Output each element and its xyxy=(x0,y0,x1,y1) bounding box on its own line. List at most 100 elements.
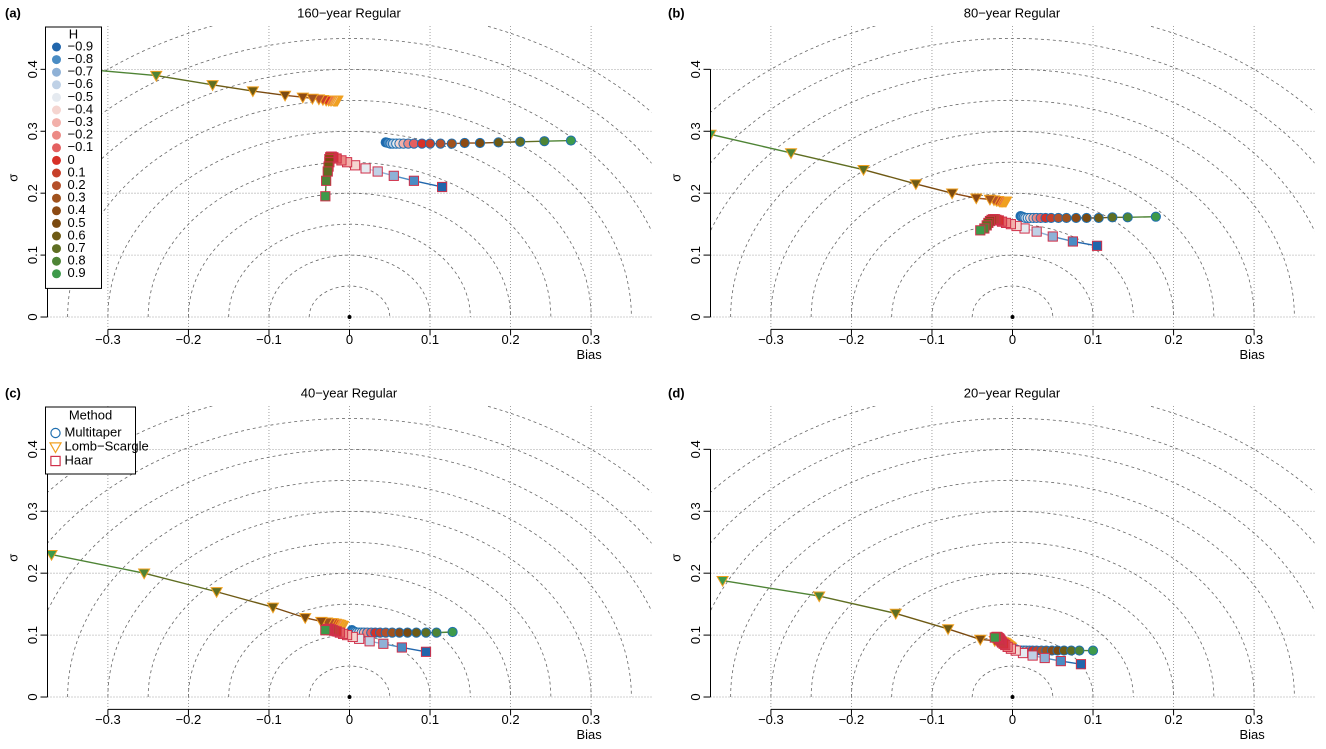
x-tick-label: 0.2 xyxy=(502,332,520,347)
legend-marker xyxy=(52,67,61,77)
legend-marker xyxy=(52,244,61,254)
marker-circle xyxy=(424,138,436,149)
y-tick-label: 0.3 xyxy=(688,122,703,140)
legend-marker xyxy=(52,105,61,115)
x-tick-label: −0.2 xyxy=(176,332,202,347)
y-tick-label: 0 xyxy=(688,693,703,700)
x-tick-label: 0.1 xyxy=(1084,712,1102,727)
connector xyxy=(722,579,820,597)
marker-circle xyxy=(446,138,457,149)
x-tick-label: −0.1 xyxy=(256,712,282,727)
legend-label: 0.2 xyxy=(68,177,86,192)
rmse-circle xyxy=(47,37,652,164)
legend-label: 0 xyxy=(68,152,75,167)
x-tick-label: −0.1 xyxy=(919,332,945,347)
legend-label: 0.9 xyxy=(68,265,86,280)
marker-square xyxy=(320,625,331,636)
x-tick-label: 0 xyxy=(1009,332,1016,347)
y-tick-label: 0.2 xyxy=(25,564,40,582)
rmse-circle xyxy=(710,406,1315,493)
marker-triangle xyxy=(710,129,717,141)
x-tick-label: −0.1 xyxy=(256,332,282,347)
legend-marker xyxy=(52,218,61,228)
marker-circle xyxy=(459,137,470,149)
x-tick-label: 0.3 xyxy=(1245,712,1263,727)
marker-triangle xyxy=(210,587,224,599)
plot-area xyxy=(47,406,652,710)
legend-title: Method xyxy=(69,407,112,422)
marker-square xyxy=(989,632,1000,643)
marker-square xyxy=(1047,231,1058,242)
marker-square xyxy=(320,191,331,202)
marker-triangle xyxy=(716,575,729,588)
x-tick-label: −0.2 xyxy=(839,332,865,347)
chart-title: 40−year Regular xyxy=(301,385,398,400)
connector xyxy=(710,133,792,154)
rmse-circle xyxy=(308,285,391,318)
marker-circle xyxy=(539,136,550,147)
rmse-circle xyxy=(971,665,1054,698)
marker-triangle xyxy=(983,194,997,206)
legend-label: 0.1 xyxy=(68,164,86,179)
marker-square xyxy=(1031,226,1042,237)
y-tick-label: 0.2 xyxy=(688,184,703,202)
plot-area xyxy=(47,26,652,330)
x-axis-label: Bias xyxy=(1239,347,1265,362)
marker-circle xyxy=(1087,645,1099,656)
connector xyxy=(947,628,981,641)
marker-square xyxy=(364,636,375,647)
marker-square xyxy=(396,642,407,653)
legend-marker xyxy=(52,92,61,102)
rmse-circle xyxy=(188,192,511,318)
marker-circle xyxy=(565,135,577,146)
chart-title: 20−year Regular xyxy=(964,385,1061,400)
marker-circle xyxy=(1074,645,1085,656)
marker-triangle xyxy=(945,188,959,200)
rmse-circle xyxy=(770,510,1255,698)
marker-square xyxy=(420,646,432,657)
chart-title: 160−year Regular xyxy=(297,5,401,20)
marker-triangle xyxy=(941,624,955,636)
x-tick-label: 0.3 xyxy=(582,712,600,727)
connector xyxy=(790,152,864,171)
plot-area xyxy=(710,26,1315,330)
y-axis-label: σ xyxy=(5,554,20,562)
x-tick-label: −0.3 xyxy=(758,332,784,347)
legend-marker xyxy=(52,206,61,216)
legend-label: 0.4 xyxy=(68,202,86,217)
y-tick-label: 0.3 xyxy=(25,122,40,140)
x-tick-label: 0.1 xyxy=(421,712,439,727)
x-tick-label: 0.2 xyxy=(1165,332,1183,347)
panel-label: (a) xyxy=(5,5,21,20)
legend-label: 0.3 xyxy=(68,190,86,205)
marker-triangle xyxy=(784,148,798,160)
panel-label: (b) xyxy=(668,5,685,20)
marker-circle xyxy=(1071,212,1082,224)
y-axis-label: σ xyxy=(668,174,683,182)
legend-marker xyxy=(52,256,61,266)
y-tick-label: 0.3 xyxy=(688,502,703,520)
marker-triangle xyxy=(909,179,923,191)
legend-label: −0.9 xyxy=(68,38,94,53)
rmse-circle xyxy=(107,510,592,698)
marker-triangle xyxy=(314,616,328,629)
x-tick-label: −0.1 xyxy=(919,712,945,727)
x-tick-label: −0.3 xyxy=(95,332,121,347)
x-tick-label: −0.3 xyxy=(758,712,784,727)
rmse-circle xyxy=(851,572,1174,698)
marker-triangle xyxy=(857,165,870,177)
x-axis-label: Bias xyxy=(576,347,602,362)
x-tick-label: 0.2 xyxy=(502,712,520,727)
legend-marker xyxy=(52,181,61,191)
legend-marker xyxy=(52,193,61,203)
legend-label: −0.8 xyxy=(68,51,94,66)
rmse-circle xyxy=(971,285,1054,318)
connector xyxy=(272,606,306,619)
rmse-circle xyxy=(47,26,652,114)
marker-square xyxy=(378,638,389,649)
x-axis-label: Bias xyxy=(576,727,602,742)
rmse-circle xyxy=(891,603,1134,698)
panel: (c) 40−year Regular 0 0.1 0.2 0.3 0.4 −0.3 −0.2 −… xyxy=(5,385,652,742)
rmse-circle xyxy=(710,26,1315,113)
